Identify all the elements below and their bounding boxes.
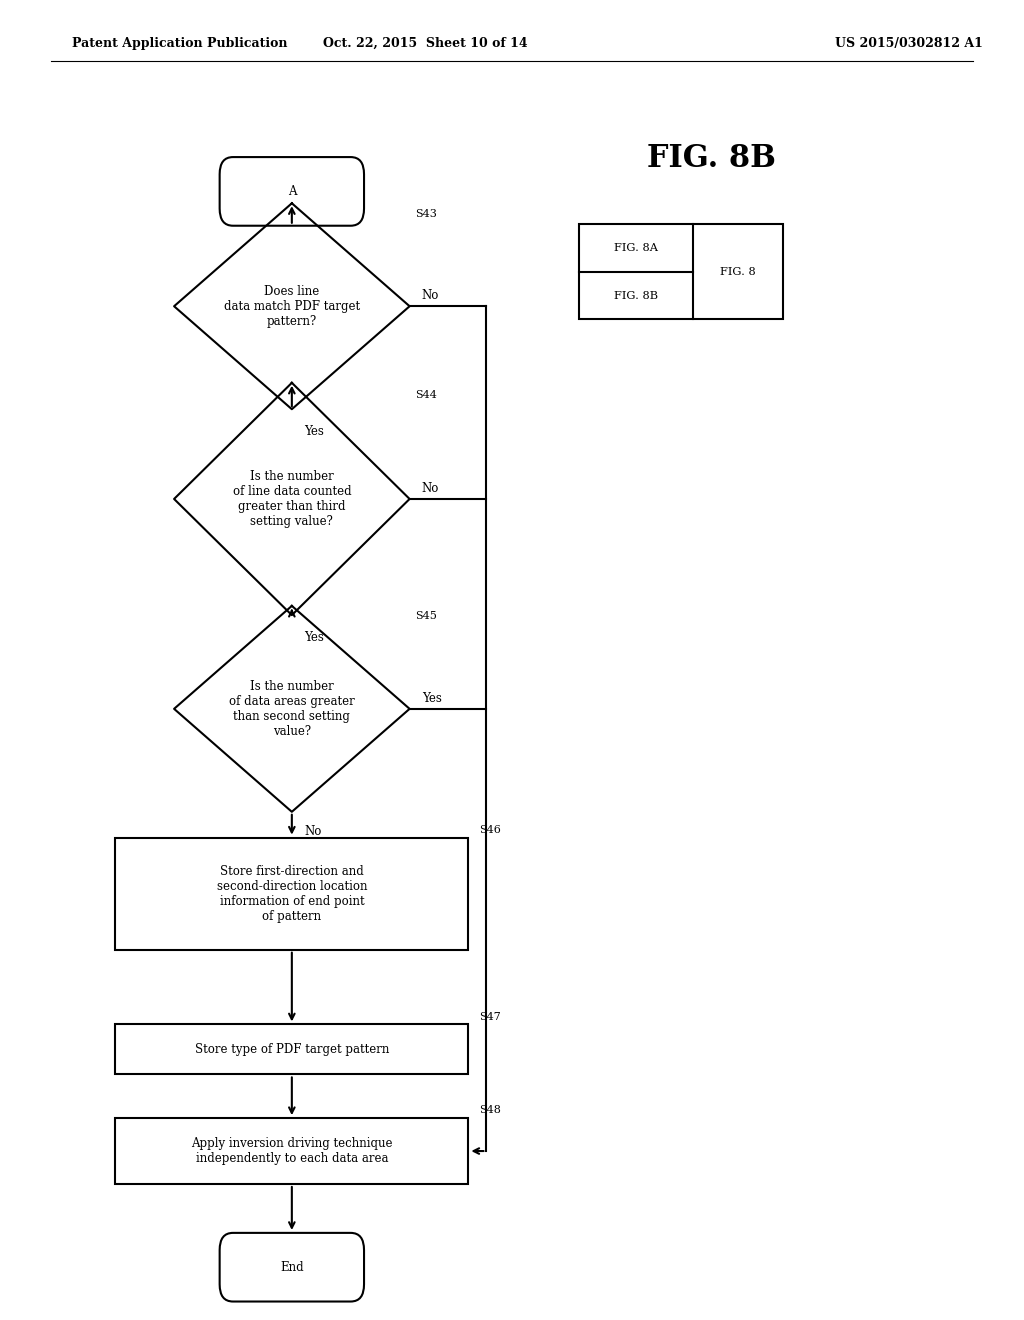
- Bar: [115, 837, 468, 950]
- Text: Is the number
of data areas greater
than second setting
value?: Is the number of data areas greater than…: [229, 680, 354, 738]
- Text: Yes: Yes: [304, 425, 324, 438]
- Text: FIG. 8B: FIG. 8B: [613, 290, 658, 301]
- Text: Does line
data match PDF target
pattern?: Does line data match PDF target pattern?: [224, 285, 359, 327]
- Text: S44: S44: [415, 391, 436, 400]
- Text: No: No: [304, 825, 322, 838]
- Text: FIG. 8A: FIG. 8A: [614, 243, 657, 253]
- Text: Yes: Yes: [422, 692, 441, 705]
- Text: A: A: [288, 185, 296, 198]
- Text: No: No: [422, 482, 439, 495]
- Text: S47: S47: [478, 1011, 501, 1022]
- Text: Is the number
of line data counted
greater than third
setting value?: Is the number of line data counted great…: [232, 470, 351, 528]
- Text: No: No: [422, 289, 439, 302]
- Text: Oct. 22, 2015  Sheet 10 of 14: Oct. 22, 2015 Sheet 10 of 14: [323, 37, 527, 50]
- Text: S48: S48: [478, 1105, 501, 1115]
- Text: Store first‐direction and
second-direction location
information of end point
of : Store first‐direction and second-directi…: [217, 865, 367, 923]
- Text: US 2015/0302812 A1: US 2015/0302812 A1: [836, 37, 983, 50]
- Text: Patent Application Publication: Patent Application Publication: [72, 37, 287, 50]
- Text: FIG. 8: FIG. 8: [721, 267, 756, 277]
- Text: Yes: Yes: [304, 631, 324, 644]
- Text: FIG. 8B: FIG. 8B: [647, 143, 776, 174]
- Bar: [115, 1024, 468, 1074]
- Text: End: End: [280, 1261, 304, 1274]
- Text: S43: S43: [415, 209, 436, 219]
- Text: S45: S45: [415, 611, 436, 622]
- Text: Apply inversion driving technique
independently to each data area: Apply inversion driving technique indepe…: [191, 1137, 392, 1166]
- Text: Store type of PDF target pattern: Store type of PDF target pattern: [195, 1043, 389, 1056]
- FancyBboxPatch shape: [219, 1233, 365, 1302]
- Text: S46: S46: [478, 825, 501, 836]
- FancyBboxPatch shape: [219, 157, 365, 226]
- Bar: [579, 224, 783, 319]
- Bar: [115, 1118, 468, 1184]
